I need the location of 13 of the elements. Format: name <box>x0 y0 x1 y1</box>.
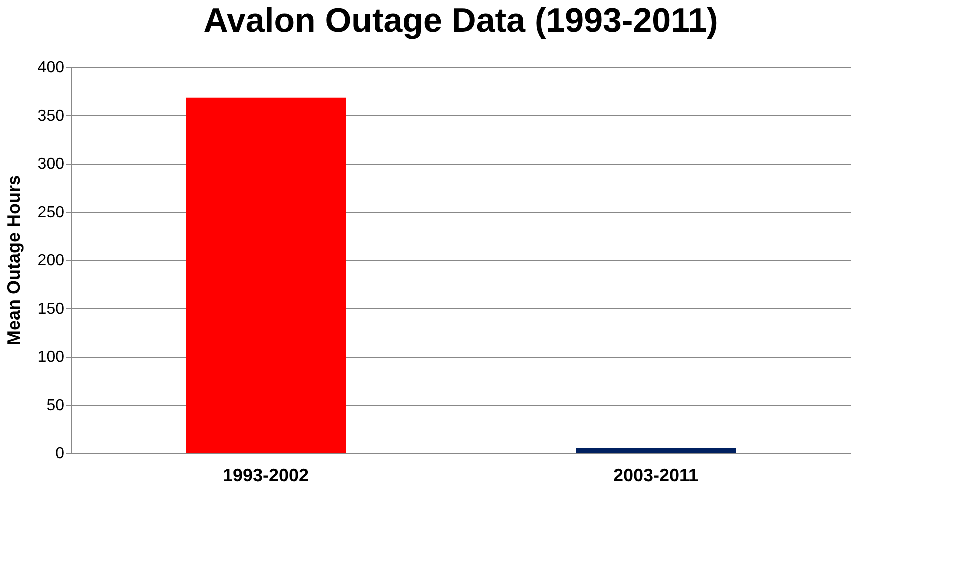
y-tick-label: 150 <box>38 300 65 318</box>
y-tick-label: 100 <box>38 349 65 366</box>
y-tick-label: 50 <box>46 397 65 414</box>
y-tick-label: 350 <box>38 108 65 125</box>
chart-title: Avalon Outage Data (1993-2011) <box>204 2 718 40</box>
y-tick-label: 200 <box>38 252 65 270</box>
y-axis-title: Mean Outage Hours <box>4 175 24 346</box>
x-tick-label: 1993-2002 <box>222 466 310 486</box>
y-tick-label: 250 <box>38 204 65 222</box>
y-tick-label: 300 <box>38 156 65 173</box>
y-tick-label: 400 <box>38 60 65 76</box>
y-tick-label: 0 <box>56 446 65 462</box>
x-tick-label: 2003-2011 <box>613 466 699 486</box>
